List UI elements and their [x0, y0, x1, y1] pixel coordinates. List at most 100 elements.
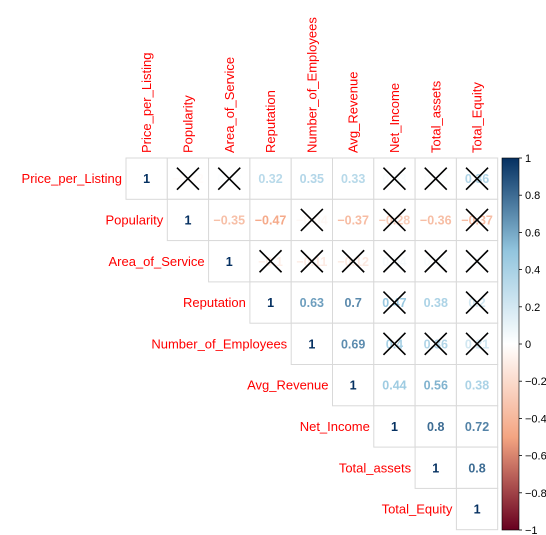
row-label: Area_of_Service — [108, 254, 204, 269]
cell-Avg_Revenue-Total_assets: 0.56 — [414, 364, 457, 407]
cell-value: 1 — [226, 255, 233, 269]
cell-Area_of_Service-Area_of_Service: 1 — [208, 240, 251, 283]
cell-Reputation-Reputation: 1 — [249, 281, 292, 324]
insignificant-marker — [382, 167, 407, 191]
cell-value: 0.32 — [258, 172, 282, 186]
row-labels: Price_per_Listing Popularity Area_of_Servi… — [22, 171, 453, 516]
cell-Total_assets-Total_Equity: 0.8 — [455, 446, 499, 489]
cell-value: −0.36 — [420, 213, 452, 227]
cell-Area_of_Service-Avg_Revenue: −0.12 — [332, 240, 375, 283]
cell-value: 1 — [391, 420, 398, 434]
column-label: Total_Equity — [470, 82, 485, 153]
cell-Total_Equity-Total_Equity: 1 — [455, 487, 499, 531]
cell-Popularity-Popularity: 1 — [166, 198, 210, 242]
cell-background — [208, 198, 251, 242]
cell-Net_Income-Total_Equity: 0.72 — [455, 405, 499, 448]
correlation-cells: 1 −0.02 0.02 0.32 0.35 0.33 0.03 0.02 0.361 −0.35… — [125, 157, 499, 531]
insignificant-marker — [465, 249, 489, 273]
row-label: Avg_Revenue — [247, 378, 328, 393]
insignificant-marker — [176, 167, 200, 191]
cell-Price_per_Listing-Total_assets: 0.02 — [414, 157, 457, 200]
cell-Reputation-Avg_Revenue: 0.7 — [332, 281, 375, 324]
row-label: Total_Equity — [382, 502, 453, 517]
cell-background — [455, 446, 499, 489]
insignificant-marker — [424, 332, 448, 356]
row-label: Net_Income — [300, 419, 370, 434]
cell-background — [332, 364, 375, 407]
row-label: Number_of_Employees — [151, 336, 287, 351]
cell-Price_per_Listing-Avg_Revenue: 0.33 — [332, 157, 375, 200]
cell-Price_per_Listing-Popularity: −0.02 — [166, 157, 210, 200]
cell-Number_of_Employees-Number_of_Employees: 1 — [290, 322, 334, 366]
insignificant-marker — [465, 208, 489, 232]
cell-Number_of_Employees-Net_Income: 0.4 — [373, 322, 416, 366]
insignificant-marker — [465, 290, 489, 315]
colorbar-tick-label: 0.2 — [525, 302, 540, 314]
cell-background — [332, 157, 375, 200]
insignificant-marker — [382, 290, 407, 315]
cell-Popularity-Reputation: −0.47 — [249, 198, 292, 242]
colorbar-tick-label: −1 — [525, 525, 538, 535]
column-label: Net_Income — [387, 83, 402, 153]
cell-background — [373, 364, 416, 407]
cell-value: 0.63 — [300, 296, 324, 310]
row-label: Popularity — [105, 212, 163, 227]
cell-Price_per_Listing-Area_of_Service: 0.02 — [208, 157, 251, 200]
cell-background — [166, 198, 210, 242]
cell-value: 0.38 — [465, 379, 489, 393]
cell-value: 0.33 — [341, 172, 365, 186]
cell-value: −0.47 — [255, 213, 287, 227]
cell-Popularity-Avg_Revenue: −0.37 — [332, 198, 375, 242]
cell-Avg_Revenue-Total_Equity: 0.38 — [455, 364, 499, 407]
cell-background — [455, 281, 499, 324]
cell-value: 0.69 — [341, 337, 365, 351]
cell-background — [455, 405, 499, 448]
cell-background — [249, 281, 292, 324]
colorbar-tick-label: 0.6 — [525, 227, 540, 239]
cell-value: 1 — [432, 461, 439, 475]
cell-value: −0.37 — [337, 213, 369, 227]
cell-background — [373, 405, 416, 448]
cell-Area_of_Service-Net_Income: 0.04 — [373, 240, 416, 283]
colorbar-tick-label: −0.6 — [525, 451, 546, 463]
cell-Popularity-Net_Income: −0.28 — [373, 198, 416, 242]
column-label: Total_assets — [428, 80, 443, 153]
column-label: Avg_Revenue — [346, 72, 361, 153]
cell-value: 0.35 — [300, 172, 324, 186]
cell-Number_of_Employees-Avg_Revenue: 0.69 — [332, 322, 375, 366]
colorbar-tick-label: 0.8 — [525, 190, 540, 202]
cell-Avg_Revenue-Avg_Revenue: 1 — [332, 364, 375, 407]
column-label: Price_per_Listing — [139, 53, 154, 153]
colorbar-tick-label: 0.4 — [525, 265, 540, 277]
cell-value: 1 — [308, 337, 315, 351]
cell-Number_of_Employees-Total_assets: 0.36 — [414, 322, 457, 366]
cell-background — [414, 446, 457, 489]
insignificant-marker — [382, 332, 407, 356]
cell-background — [208, 157, 251, 200]
cell-Popularity-Total_assets: −0.36 — [414, 198, 457, 242]
insignificant-marker — [300, 208, 324, 232]
insignificant-marker — [424, 249, 448, 273]
cell-value: 1 — [143, 172, 150, 186]
cell-Price_per_Listing-Net_Income: 0.03 — [373, 157, 416, 200]
row-label: Price_per_Listing — [22, 171, 122, 186]
cell-background — [414, 198, 457, 242]
cell-background — [290, 281, 334, 324]
insignificant-marker — [424, 167, 448, 191]
cell-value: 0.8 — [468, 461, 485, 475]
cell-Popularity-Area_of_Service: −0.35 — [208, 198, 251, 242]
cell-value: 0.44 — [382, 379, 406, 393]
cell-Area_of_Service-Reputation: −0.1 — [249, 240, 292, 283]
cell-Popularity-Total_Equity: −0.37 — [455, 198, 499, 242]
cell-Avg_Revenue-Net_Income: 0.44 — [373, 364, 416, 407]
cell-background — [373, 240, 416, 283]
cell-value: 0.8 — [427, 420, 444, 434]
insignificant-marker — [465, 332, 489, 356]
cell-Net_Income-Net_Income: 1 — [373, 405, 416, 448]
cell-Total_assets-Total_assets: 1 — [414, 446, 457, 489]
cell-Area_of_Service-Total_assets: 0.03 — [414, 240, 457, 283]
column-label: Area_of_Service — [222, 57, 237, 153]
cell-value: 0.56 — [424, 379, 448, 393]
cell-Price_per_Listing-Total_Equity: 0.36 — [455, 157, 499, 200]
